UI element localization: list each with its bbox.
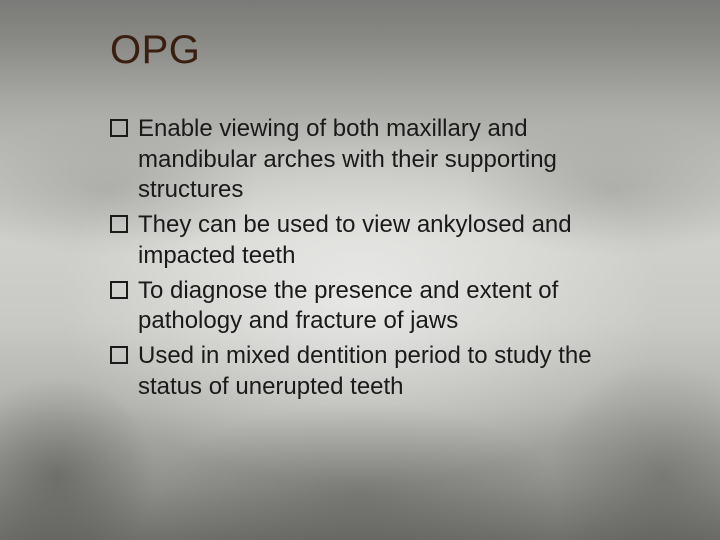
bullet-square-icon [110,281,128,299]
slide: OPG Enable viewing of both maxillary and… [0,0,720,540]
bullet-list: Enable viewing of both maxillary and man… [110,114,630,406]
slide-title: OPG [110,28,200,73]
list-item: Enable viewing of both maxillary and man… [110,114,630,206]
list-item-text: To diagnose the presence and extent of p… [138,277,558,335]
list-item-text: Used in mixed dentition period to study … [138,342,592,400]
list-item: Used in mixed dentition period to study … [110,341,630,402]
list-item: To diagnose the presence and extent of p… [110,276,630,337]
bullet-square-icon [110,215,128,233]
list-item-text: Enable viewing of both maxillary and man… [138,115,557,203]
bullet-square-icon [110,119,128,137]
list-item: They can be used to view ankylosed and i… [110,210,630,271]
bullet-square-icon [110,346,128,364]
list-item-text: They can be used to view ankylosed and i… [138,211,572,269]
